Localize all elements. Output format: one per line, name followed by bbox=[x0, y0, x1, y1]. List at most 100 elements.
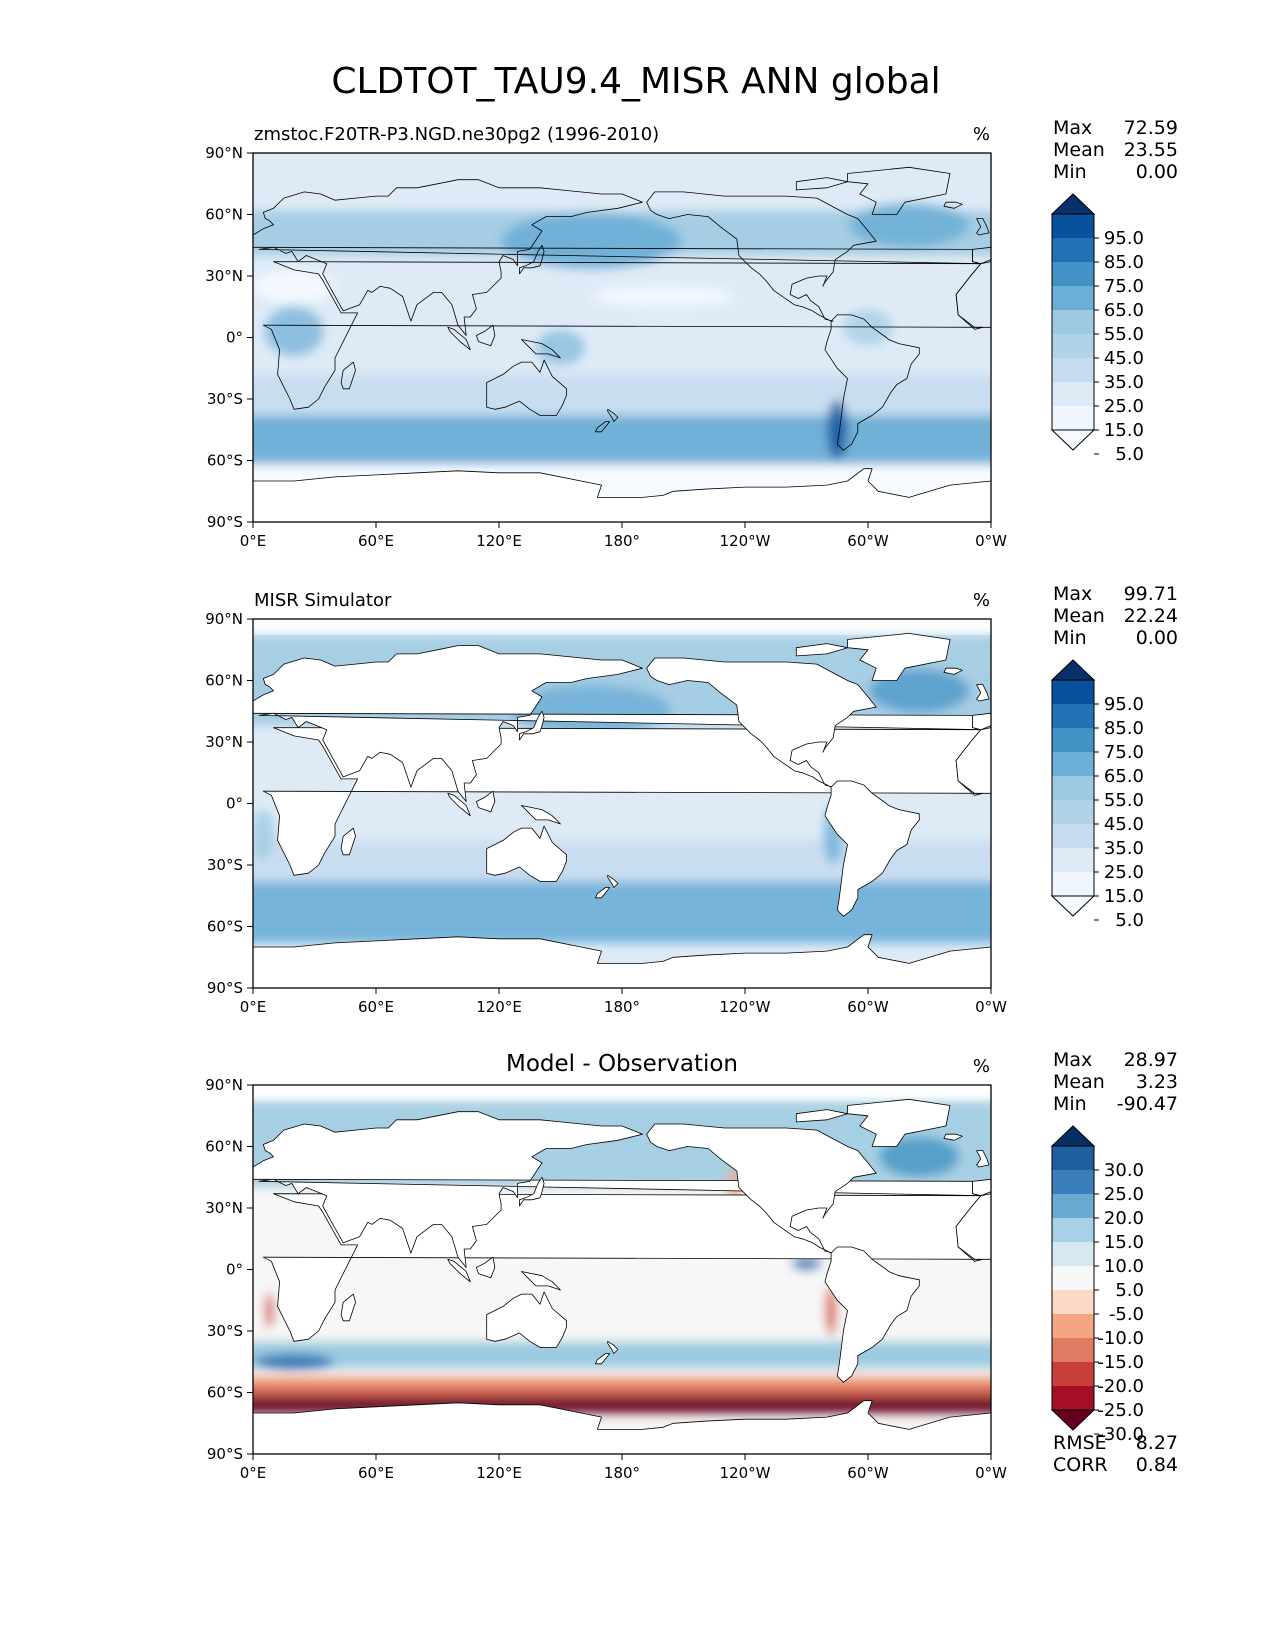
colorbar-tick-label: 65.0 bbox=[1104, 766, 1144, 787]
landmass-africa bbox=[262, 261, 984, 410]
colorbar-extend-max bbox=[1050, 659, 1096, 681]
stat-label-min: Min bbox=[1053, 627, 1087, 649]
colorbar-segment bbox=[1052, 872, 1094, 896]
landmass-iceland bbox=[943, 667, 963, 675]
panel-units: % bbox=[973, 590, 990, 611]
map-axes: 90°N 60°N 30°N 0° 30°S 60°S 90°S0°E 60°E 120°E 18… bbox=[205, 610, 1007, 1016]
colorbar-segment bbox=[1052, 752, 1094, 776]
colorbar-tick-label: -15.0 bbox=[1097, 1352, 1144, 1373]
metric-value-corr: 0.84 bbox=[1136, 1454, 1178, 1476]
stat-value-min: 0.00 bbox=[1136, 161, 1178, 183]
landmass-borneo bbox=[475, 1256, 496, 1279]
field-north-atlantic bbox=[849, 202, 969, 247]
field-north-atlantic-pos bbox=[879, 1136, 960, 1177]
landmass-ellesmere bbox=[795, 1109, 848, 1123]
map-axes: 90°N 60°N 30°N 0° 30°S 60°S 90°S0°E 60°E 120°E 18… bbox=[205, 1076, 1007, 1482]
land-layer bbox=[252, 1098, 992, 1455]
lat-tick-label: 30°S bbox=[207, 1322, 243, 1340]
colorbar-tick-label: -25.0 bbox=[1097, 1400, 1144, 1421]
colorbar-tick-label: 25.0 bbox=[1104, 862, 1144, 883]
stat-value-min: -90.47 bbox=[1117, 1093, 1178, 1115]
landmass-borneo bbox=[475, 324, 496, 347]
landmass-samerica bbox=[824, 780, 920, 917]
landmass-newguinea bbox=[521, 339, 561, 359]
landmass-nz_north bbox=[607, 874, 619, 888]
field-band-arctic bbox=[253, 153, 991, 211]
stat-label-mean: Mean bbox=[1053, 1071, 1105, 1093]
field-andes bbox=[827, 399, 848, 460]
field-north-pacific bbox=[501, 213, 682, 270]
colorbar-tick-label: 35.0 bbox=[1104, 838, 1144, 859]
lon-tick-label: 0°E bbox=[240, 998, 267, 1016]
panel-center-title: Model - Observation bbox=[506, 1051, 738, 1077]
colorbar-tick-label: 45.0 bbox=[1104, 348, 1144, 369]
lat-tick-label: 0° bbox=[226, 329, 243, 347]
metric-value-rmse: 8.27 bbox=[1136, 1432, 1178, 1454]
landmass-nz_south bbox=[595, 887, 611, 899]
field-maritime bbox=[535, 329, 586, 366]
lon-tick-label: 0°W bbox=[975, 1464, 1007, 1482]
landmass-japan bbox=[519, 710, 545, 741]
colorbar-tick-label: 30.0 bbox=[1104, 1160, 1144, 1181]
stat-label-min: Min bbox=[1053, 161, 1087, 183]
panel-units: % bbox=[973, 1056, 990, 1077]
colorbar-segment bbox=[1052, 310, 1094, 334]
stat-label-mean: Mean bbox=[1053, 139, 1105, 161]
colorbar-tick-label: 15.0 bbox=[1104, 886, 1144, 907]
colorbar-tick-label: 85.0 bbox=[1104, 718, 1144, 739]
landmass-iberia bbox=[972, 712, 992, 731]
lon-tick-label: 60°W bbox=[847, 998, 889, 1016]
colorbar-frame bbox=[1051, 1145, 1095, 1411]
colorbar-tick-label: -5.0 bbox=[1109, 1304, 1144, 1325]
lat-tick-label: 60°S bbox=[207, 918, 243, 936]
landmass-antarctica bbox=[252, 468, 992, 523]
colorbar-segment bbox=[1052, 1266, 1094, 1290]
colorbar-extend-max bbox=[1050, 193, 1096, 215]
colorbar-tick-label: -20.0 bbox=[1097, 1376, 1144, 1397]
lat-tick-label: 0° bbox=[226, 1261, 243, 1279]
colorbar-frame bbox=[1051, 213, 1095, 431]
colorbar-tick-label: 25.0 bbox=[1104, 1184, 1144, 1205]
colorbar-tick-label: -30.0 bbox=[1097, 1424, 1144, 1445]
lat-tick-label: 90°S bbox=[207, 1445, 243, 1463]
stat-label-max: Max bbox=[1053, 1049, 1092, 1071]
lat-tick-label: 60°N bbox=[205, 1138, 243, 1156]
colorbar-extend-min bbox=[1050, 429, 1096, 451]
stats-block: Max 28.97 Mean 3.23 Min -90.47 bbox=[1053, 1049, 1178, 1115]
colorbar-segment bbox=[1052, 1290, 1094, 1314]
lon-tick-label: 180° bbox=[604, 532, 640, 550]
lon-tick-label: 0°E bbox=[240, 1464, 267, 1482]
lat-tick-label: 60°S bbox=[207, 452, 243, 470]
stats-block: Max 72.59 Mean 23.55 Min 0.00 bbox=[1053, 117, 1178, 183]
colorbar-tick-label: 5.0 bbox=[1115, 910, 1144, 931]
colorbar-tick-label: 35.0 bbox=[1104, 372, 1144, 393]
colorbar-tick-label: 65.0 bbox=[1104, 300, 1144, 321]
colorbar-segment bbox=[1052, 406, 1094, 430]
lon-tick-label: 60°E bbox=[358, 1464, 394, 1482]
landmass-madagascar bbox=[340, 361, 356, 390]
landmass-newguinea bbox=[521, 805, 561, 825]
landmass-namerica bbox=[646, 657, 877, 788]
colorbar-tick-label: 20.0 bbox=[1104, 1208, 1144, 1229]
lat-tick-label: 30°S bbox=[207, 856, 243, 874]
landmass-sumatra bbox=[447, 792, 471, 817]
field-namibia bbox=[253, 809, 276, 860]
lat-tick-label: 0° bbox=[226, 795, 243, 813]
landmass-iceland bbox=[943, 201, 963, 209]
lon-tick-label: 60°W bbox=[847, 532, 889, 550]
lon-tick-label: 180° bbox=[604, 998, 640, 1016]
lat-tick-label: 30°N bbox=[205, 267, 243, 285]
stats-block: Max 99.71 Mean 22.24 Min 0.00 bbox=[1053, 583, 1178, 649]
landmass-namerica bbox=[646, 191, 877, 322]
stat-label-max: Max bbox=[1053, 583, 1092, 605]
colorbar-tick-label: -10.0 bbox=[1097, 1328, 1144, 1349]
colorbar-tick-label: 25.0 bbox=[1104, 396, 1144, 417]
panel-units: % bbox=[973, 124, 990, 145]
landmass-iceland bbox=[943, 1133, 963, 1141]
lat-tick-label: 90°N bbox=[205, 610, 243, 628]
lon-tick-label: 120°W bbox=[720, 1464, 771, 1482]
colorbar-segment bbox=[1052, 1218, 1094, 1242]
colorbar-segment bbox=[1052, 262, 1094, 286]
lat-tick-label: 30°N bbox=[205, 733, 243, 751]
